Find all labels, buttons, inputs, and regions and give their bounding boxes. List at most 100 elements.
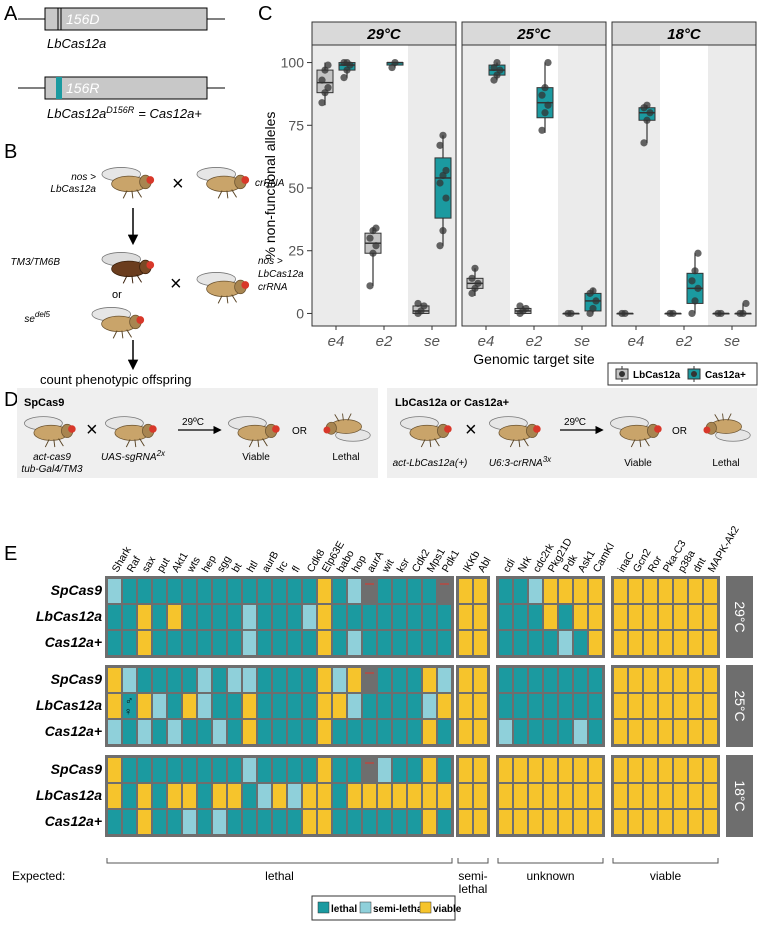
genotype: sedel5	[24, 310, 50, 325]
point	[691, 297, 699, 305]
cell	[574, 810, 587, 834]
cell	[499, 720, 512, 744]
cell	[574, 758, 587, 782]
group-bracket	[497, 858, 604, 864]
cell	[674, 631, 687, 655]
cell	[198, 720, 211, 744]
cell	[363, 810, 376, 834]
cell	[228, 631, 241, 655]
site-mark	[56, 77, 62, 99]
cell	[303, 784, 316, 808]
cell	[363, 784, 376, 808]
cell	[614, 694, 627, 718]
cell	[704, 668, 717, 692]
cell	[459, 810, 472, 834]
point	[496, 66, 504, 74]
cell	[168, 579, 181, 603]
cell	[153, 784, 166, 808]
cell-missing	[438, 579, 451, 603]
cell	[614, 758, 627, 782]
cell	[689, 631, 702, 655]
cell	[288, 720, 301, 744]
row-label: Cas12a+	[45, 723, 102, 739]
outcome: Lethal	[332, 452, 359, 463]
cell	[499, 784, 512, 808]
genotype: UAS-sgRNA2x	[101, 449, 166, 463]
cell	[243, 758, 256, 782]
point	[541, 84, 549, 92]
point	[318, 76, 326, 84]
result-text: count phenotypic offspring	[40, 372, 192, 387]
facet-label: 18°C	[667, 26, 702, 43]
cell	[303, 579, 316, 603]
superscript: 3x	[543, 455, 552, 464]
gene-label: sgg	[215, 554, 234, 575]
cell	[423, 668, 436, 692]
gene-label: lrc	[275, 559, 291, 575]
point	[318, 99, 326, 107]
cell	[198, 579, 211, 603]
outcome: Viable	[242, 452, 270, 463]
cell	[644, 758, 657, 782]
cell	[644, 579, 657, 603]
cell	[459, 720, 472, 744]
cell	[474, 579, 487, 603]
cell	[108, 579, 121, 603]
x-tick-label: e4	[328, 333, 345, 350]
cross-symbol: ×	[172, 173, 184, 195]
gene-label: htl	[245, 559, 261, 575]
facet-label: 29°C	[366, 26, 402, 43]
cell	[108, 605, 121, 629]
cell	[544, 605, 557, 629]
point	[522, 304, 530, 313]
point	[742, 299, 750, 308]
x-tick-label: se	[424, 333, 440, 350]
cell	[138, 605, 151, 629]
cell	[378, 758, 391, 782]
cell	[378, 694, 391, 718]
gene-label: sax	[140, 554, 159, 575]
y-tick-label: 25	[288, 243, 304, 259]
cell	[674, 579, 687, 603]
point	[493, 58, 501, 67]
cell	[644, 720, 657, 744]
cell	[514, 784, 527, 808]
cell	[198, 810, 211, 834]
cell	[589, 668, 602, 692]
cell	[629, 668, 642, 692]
cell	[529, 631, 542, 655]
point	[436, 179, 444, 187]
cell	[288, 605, 301, 629]
point	[439, 227, 447, 235]
genotype: nos >	[71, 172, 96, 183]
cell	[529, 784, 542, 808]
genotype: crRNA	[255, 178, 285, 189]
cell	[459, 605, 472, 629]
point	[366, 282, 374, 290]
cell	[213, 631, 226, 655]
point	[694, 249, 702, 257]
site-label: 156D	[66, 11, 99, 27]
cell	[529, 810, 542, 834]
cell	[408, 605, 421, 629]
cell	[273, 784, 286, 808]
cell	[378, 631, 391, 655]
fly	[101, 166, 155, 199]
group-bracket	[457, 858, 489, 864]
cell	[629, 720, 642, 744]
row-label: LbCas12a	[36, 697, 102, 713]
cell	[258, 579, 271, 603]
x-tick-label: e4	[478, 333, 495, 350]
expected-label: Expected:	[12, 869, 65, 883]
x-tick-label: e2	[526, 333, 543, 350]
group-label: lethal	[459, 882, 488, 896]
cell	[333, 579, 346, 603]
cell	[348, 605, 361, 629]
point	[436, 141, 444, 149]
cell	[348, 694, 361, 718]
cell	[704, 605, 717, 629]
cell	[544, 694, 557, 718]
temp-box	[726, 665, 753, 747]
cell	[474, 605, 487, 629]
cell	[559, 631, 572, 655]
